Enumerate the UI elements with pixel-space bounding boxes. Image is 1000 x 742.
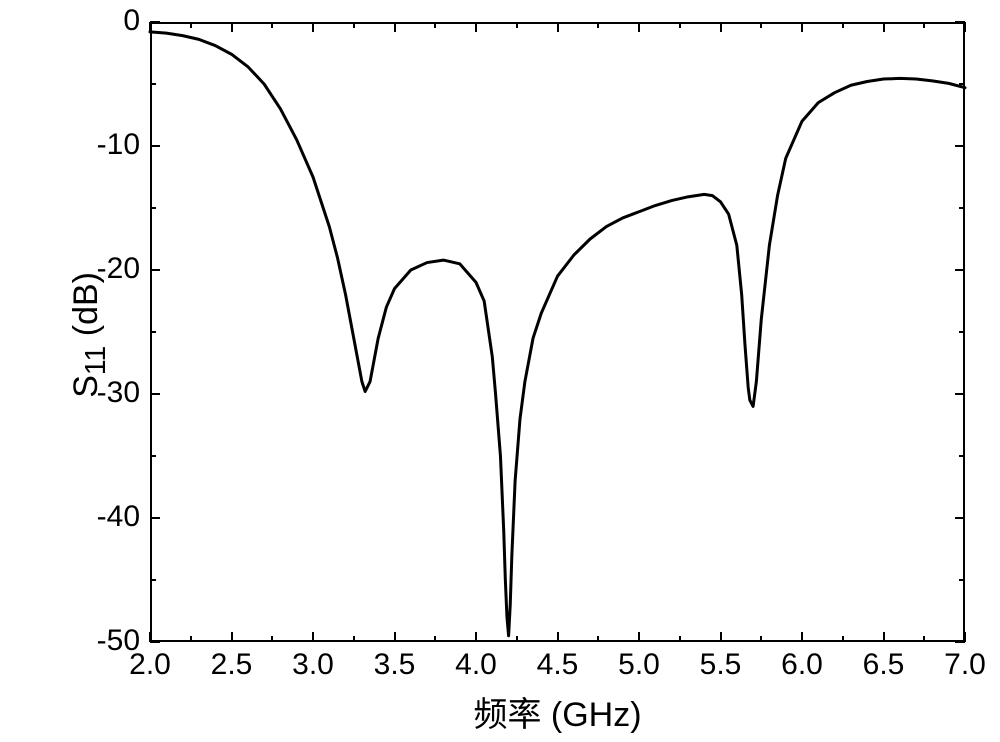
x-tick (394, 632, 396, 642)
y-minor-tick-right (959, 331, 965, 333)
y-tick-label: -50 (70, 624, 140, 658)
x-minor-tick (434, 636, 436, 642)
x-tick-label: 4.0 (451, 648, 501, 682)
x-tick-top (312, 22, 314, 32)
x-minor-tick (842, 636, 844, 642)
y-axis-label: S11 (dB) (67, 255, 113, 415)
y-tick-right (955, 393, 965, 395)
x-minor-tick-top (271, 22, 273, 28)
x-minor-tick-top (923, 22, 925, 28)
x-tick-label: 3.0 (288, 648, 338, 682)
y-minor-tick (150, 331, 156, 333)
y-minor-tick (150, 83, 156, 85)
y-minor-tick (150, 455, 156, 457)
y-tick-right (955, 145, 965, 147)
x-minor-tick-top (434, 22, 436, 28)
y-tick-right (955, 641, 965, 643)
x-minor-tick (271, 636, 273, 642)
x-tick-top (149, 22, 151, 32)
x-tick-top (231, 22, 233, 32)
x-tick-label: 5.0 (614, 648, 664, 682)
y-tick-label: 0 (70, 4, 140, 38)
x-tick-top (801, 22, 803, 32)
x-tick-top (964, 22, 966, 32)
x-tick-label: 7.0 (940, 648, 990, 682)
y-minor-tick-right (959, 455, 965, 457)
x-minor-tick-top (353, 22, 355, 28)
x-minor-tick-top (516, 22, 518, 28)
x-minor-tick (923, 636, 925, 642)
x-minor-tick-top (679, 22, 681, 28)
x-tick-top (475, 22, 477, 32)
y-tick (150, 517, 160, 519)
y-tick-label: -10 (70, 128, 140, 162)
x-minor-tick (760, 636, 762, 642)
x-tick (801, 632, 803, 642)
x-tick (557, 632, 559, 642)
x-tick-top (557, 22, 559, 32)
x-minor-tick-top (760, 22, 762, 28)
x-tick-label: 6.5 (859, 648, 909, 682)
x-tick-top (638, 22, 640, 32)
y-tick (150, 21, 160, 23)
x-minor-tick (190, 636, 192, 642)
y-tick-label: -40 (70, 500, 140, 534)
plot-area (150, 22, 965, 642)
y-label-suffix: (dB) (67, 272, 105, 346)
x-tick (231, 632, 233, 642)
y-tick (150, 145, 160, 147)
x-tick-top (394, 22, 396, 32)
x-axis-label: 频率 (GHz) (458, 687, 658, 736)
y-label-sub: 11 (80, 346, 112, 375)
x-tick-label: 6.0 (777, 648, 827, 682)
y-tick (150, 641, 160, 643)
x-tick (312, 632, 314, 642)
x-tick-label: 2.5 (207, 648, 257, 682)
x-tick-top (883, 22, 885, 32)
y-minor-tick (150, 207, 156, 209)
y-minor-tick-right (959, 207, 965, 209)
y-tick (150, 269, 160, 271)
s11-chart: 2.02.53.03.54.04.55.05.56.06.57.00-10-20… (0, 0, 1000, 742)
x-minor-tick-top (190, 22, 192, 28)
x-tick (638, 632, 640, 642)
x-tick (475, 632, 477, 642)
x-tick-label: 4.5 (533, 648, 583, 682)
x-tick-label: 3.5 (370, 648, 420, 682)
x-tick-top (720, 22, 722, 32)
x-minor-tick-top (597, 22, 599, 28)
x-minor-tick (353, 636, 355, 642)
y-label-prefix: S (67, 375, 105, 398)
y-minor-tick (150, 579, 156, 581)
x-minor-tick (597, 636, 599, 642)
y-minor-tick-right (959, 83, 965, 85)
x-minor-tick (516, 636, 518, 642)
y-tick-right (955, 21, 965, 23)
y-tick-right (955, 517, 965, 519)
y-minor-tick-right (959, 579, 965, 581)
x-tick (883, 632, 885, 642)
y-tick (150, 393, 160, 395)
x-tick-label: 5.5 (696, 648, 746, 682)
x-minor-tick (679, 636, 681, 642)
x-tick (720, 632, 722, 642)
y-tick-right (955, 269, 965, 271)
x-minor-tick-top (842, 22, 844, 28)
